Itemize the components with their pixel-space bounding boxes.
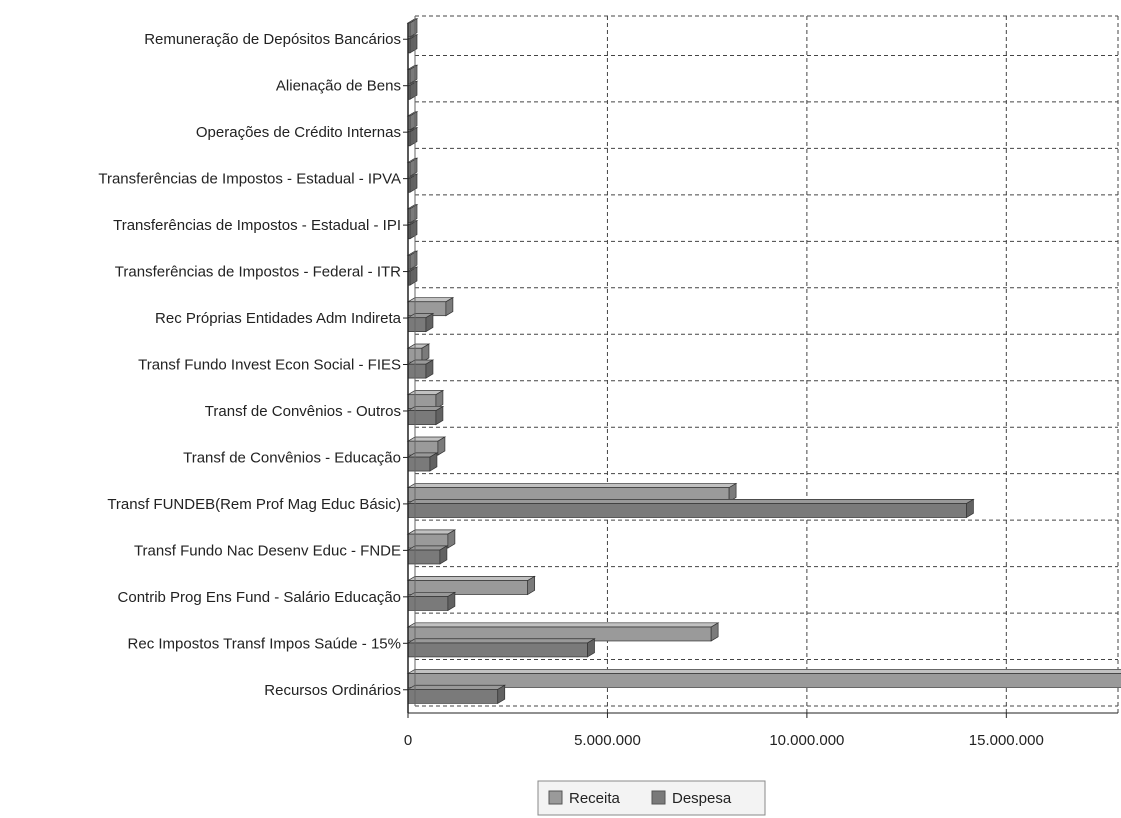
bar-despesa — [406, 266, 419, 286]
bar-top-face — [406, 668, 1121, 674]
bar-receita — [406, 204, 419, 224]
bar-receita — [406, 389, 445, 410]
bar-despesa — [406, 127, 419, 147]
bar-despesa — [406, 80, 419, 100]
legend-label-despesa: Despesa — [672, 790, 732, 807]
category-label: Transf Fundo Invest Econ Social - FIES — [138, 357, 401, 374]
bar-despesa — [406, 452, 439, 472]
bars — [406, 18, 1121, 705]
category-label: Rec Impostos Transf Impos Saúde - 15% — [128, 635, 401, 652]
bar-receita — [406, 436, 447, 456]
category-label: Transferências de Impostos - Federal - I… — [115, 264, 401, 281]
bar-end-face — [728, 482, 737, 503]
x-tick-label: 10.000.000 — [769, 732, 844, 749]
bar-end-face — [447, 529, 456, 549]
bar-despesa — [406, 34, 419, 54]
tick-labels: 0 5.000.000 10.000.000 15.000.000 — [404, 732, 1044, 749]
bar-end-face — [429, 452, 438, 472]
bar-receita — [406, 18, 419, 38]
legend-swatch-receita — [548, 790, 563, 805]
bar-front-face — [407, 456, 431, 472]
bar-end-face — [587, 638, 595, 658]
x-tick-label: 0 — [404, 732, 412, 749]
bar-receita — [406, 575, 536, 596]
bar-despesa — [406, 638, 596, 658]
bar-end-face — [527, 575, 536, 596]
bar-front-face — [407, 317, 427, 332]
category-labels: Remuneração de Depósitos Bancários Aliena… — [98, 31, 401, 699]
category-label: Transferências de Impostos - Estadual - … — [113, 217, 401, 234]
bar-front-face — [407, 363, 427, 379]
legend-swatch-despesa — [651, 790, 666, 805]
bar-front-face — [407, 410, 437, 425]
bar-receita — [406, 668, 1121, 688]
bar-receita — [406, 622, 720, 642]
bar-front-face — [407, 689, 499, 704]
category-label: Alienação de Bens — [276, 78, 401, 95]
bar-despesa — [406, 359, 435, 379]
bar-top-face — [406, 483, 738, 488]
bar-top-face — [406, 622, 720, 628]
grid — [415, 15, 1119, 713]
x-tick-label: 15.000.000 — [969, 732, 1044, 749]
bar-despesa — [406, 684, 507, 705]
bar-end-face — [435, 389, 444, 410]
category-label: Transf de Convênios - Educação — [183, 449, 401, 466]
bar-front-face — [407, 549, 441, 565]
bar-end-face — [425, 312, 434, 333]
bar-end-face — [710, 622, 719, 642]
bar-end-face — [437, 436, 446, 456]
bar-end-face — [445, 296, 454, 317]
category-label: Operações de Crédito Internas — [196, 124, 401, 141]
bar-top-face — [406, 684, 507, 690]
bar-receita — [406, 296, 455, 317]
bar-despesa — [406, 173, 419, 193]
axes — [403, 16, 1118, 718]
legend-label-receita: Receita — [569, 790, 621, 807]
bar-front-face — [407, 596, 449, 611]
bar-top-face — [406, 499, 975, 504]
bar-end-face — [421, 343, 430, 363]
bar-front-face — [407, 642, 588, 658]
category-label: Rec Próprias Entidades Adm Indireta — [155, 310, 402, 327]
bar-receita — [406, 343, 431, 363]
bar-front-face — [407, 673, 1121, 688]
bar-end-face — [439, 545, 448, 565]
category-label: Contrib Prog Ens Fund - Salário Educação — [118, 589, 401, 606]
bar-despesa — [406, 219, 419, 240]
bar-end-face — [447, 591, 456, 612]
bar-despesa — [406, 545, 449, 565]
legend: Receita Despesa — [537, 780, 766, 816]
bar-front-face — [407, 503, 967, 518]
bar-end-face — [497, 684, 506, 705]
bar-despesa — [406, 498, 975, 519]
bar-receita — [406, 111, 419, 131]
bar-receita — [406, 529, 457, 549]
category-label: Remuneração de Depósitos Bancários — [144, 31, 401, 48]
bar-despesa — [406, 591, 457, 612]
bar-receita — [406, 250, 419, 270]
bar-end-face — [435, 405, 444, 426]
bar-despesa — [406, 405, 445, 426]
category-label: Transferências de Impostos - Estadual - … — [98, 171, 401, 188]
bar-top-face — [406, 576, 536, 581]
bar-end-face — [966, 498, 974, 519]
bar-top-face — [406, 638, 596, 644]
bar-receita — [406, 482, 738, 503]
x-tick-label: 5.000.000 — [574, 732, 641, 749]
bar-receita — [406, 64, 419, 84]
bar-receita — [406, 157, 419, 177]
category-label: Recursos Ordinários — [264, 682, 401, 699]
bar-despesa — [406, 312, 435, 333]
category-label: Transf de Convênios - Outros — [205, 403, 401, 420]
category-label: Transf FUNDEB(Rem Prof Mag Educ Básic) — [107, 496, 401, 513]
category-label: Transf Fundo Nac Desenv Educ - FNDE — [134, 542, 401, 559]
bar-end-face — [425, 359, 434, 379]
